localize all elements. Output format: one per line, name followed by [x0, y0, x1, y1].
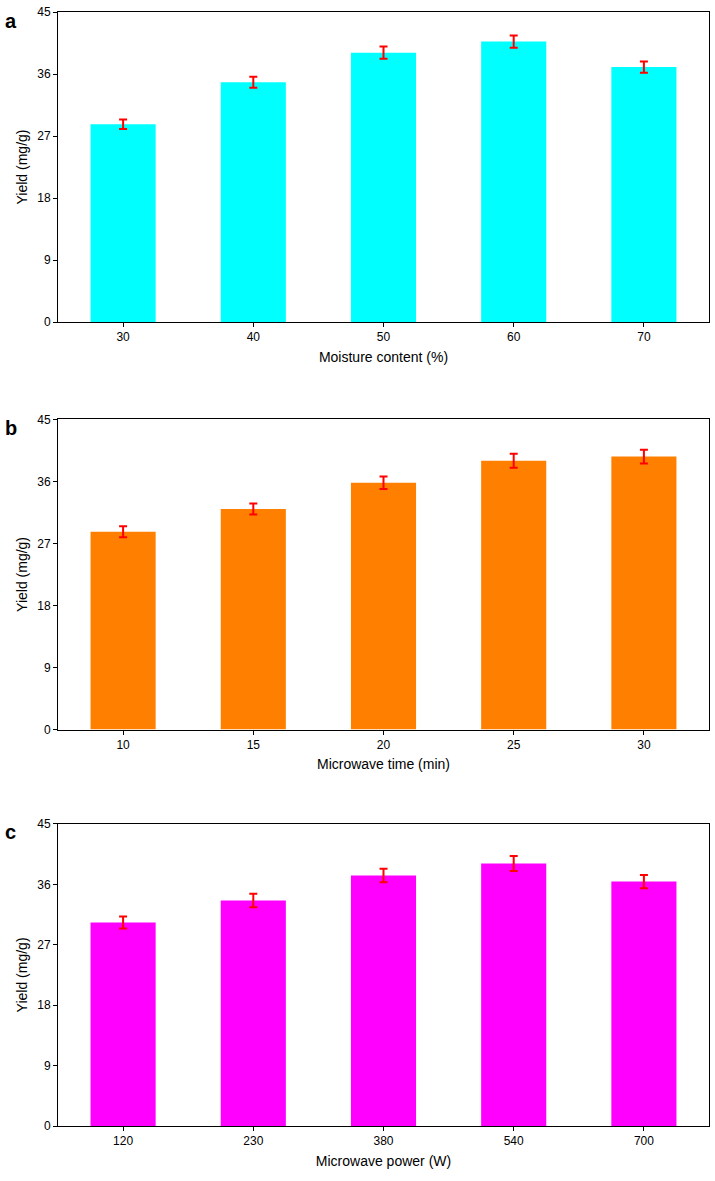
svg-text:Microwave time (min): Microwave time (min) — [317, 756, 450, 772]
svg-text:20: 20 — [377, 738, 391, 752]
svg-text:18: 18 — [37, 599, 51, 613]
svg-text:230: 230 — [243, 1134, 263, 1148]
svg-text:60: 60 — [507, 330, 521, 344]
svg-text:27: 27 — [37, 129, 51, 143]
svg-text:18: 18 — [37, 191, 51, 205]
svg-text:15: 15 — [247, 738, 261, 752]
svg-text:120: 120 — [113, 1134, 133, 1148]
svg-text:30: 30 — [116, 330, 130, 344]
svg-text:9: 9 — [44, 253, 51, 267]
svg-text:Yield (mg/g): Yield (mg/g) — [14, 537, 30, 612]
svg-text:30: 30 — [637, 738, 651, 752]
svg-text:c: c — [5, 821, 16, 843]
svg-text:Microwave power (W): Microwave power (W) — [316, 1153, 451, 1169]
svg-text:b: b — [5, 417, 17, 439]
svg-text:700: 700 — [634, 1134, 654, 1148]
svg-text:Moisture content (%): Moisture content (%) — [319, 349, 448, 365]
svg-text:Yield (mg/g): Yield (mg/g) — [14, 130, 30, 205]
svg-text:10: 10 — [116, 738, 130, 752]
svg-text:0: 0 — [44, 1119, 51, 1133]
svg-text:50: 50 — [377, 330, 391, 344]
svg-text:36: 36 — [37, 67, 51, 81]
svg-text:18: 18 — [37, 998, 51, 1012]
svg-text:27: 27 — [37, 938, 51, 952]
svg-text:540: 540 — [504, 1134, 524, 1148]
svg-text:9: 9 — [44, 661, 51, 675]
svg-text:36: 36 — [37, 475, 51, 489]
svg-text:70: 70 — [637, 330, 651, 344]
svg-text:9: 9 — [44, 1059, 51, 1073]
svg-text:45: 45 — [37, 5, 51, 19]
svg-text:45: 45 — [37, 413, 51, 427]
svg-text:25: 25 — [507, 738, 521, 752]
svg-text:27: 27 — [37, 537, 51, 551]
svg-text:40: 40 — [247, 330, 261, 344]
svg-text:36: 36 — [37, 878, 51, 892]
svg-text:Yield (mg/g): Yield (mg/g) — [14, 937, 30, 1012]
svg-text:380: 380 — [373, 1134, 393, 1148]
svg-text:45: 45 — [37, 817, 51, 831]
svg-text:a: a — [5, 10, 17, 32]
svg-text:0: 0 — [44, 315, 51, 329]
svg-text:0: 0 — [44, 723, 51, 737]
